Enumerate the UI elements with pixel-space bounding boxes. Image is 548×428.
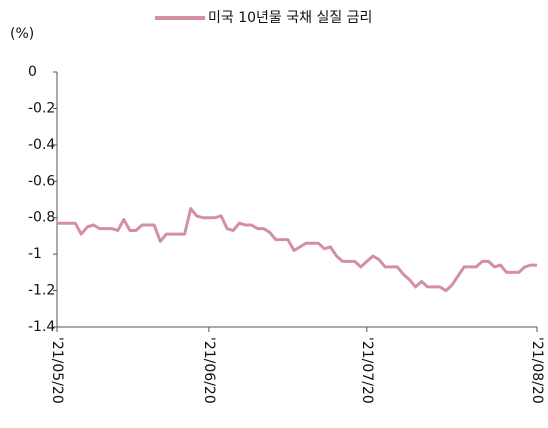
y-tick-label: -0.6 (28, 173, 55, 189)
legend-label: 미국 10년물 국채 실질 금리 (208, 10, 372, 26)
data-line (57, 207, 537, 293)
y-tick-label: -0.4 (28, 137, 55, 153)
x-tick-label: '21/05/20 (49, 337, 65, 404)
y-axis-label: (%) (10, 26, 34, 42)
y-tick-label: -1 (28, 246, 42, 262)
x-tick-label: '21/08/20 (529, 337, 545, 404)
y-tick-label: -1.2 (28, 283, 55, 299)
y-tick-label: -0.2 (28, 100, 55, 116)
y-tick-label: 0 (28, 64, 37, 80)
x-tick-label: '21/07/20 (359, 337, 375, 404)
y-tick-label: -0.8 (28, 210, 55, 226)
x-tick-label: '21/06/20 (201, 337, 217, 404)
y-tick-label: -1.4 (28, 319, 55, 335)
